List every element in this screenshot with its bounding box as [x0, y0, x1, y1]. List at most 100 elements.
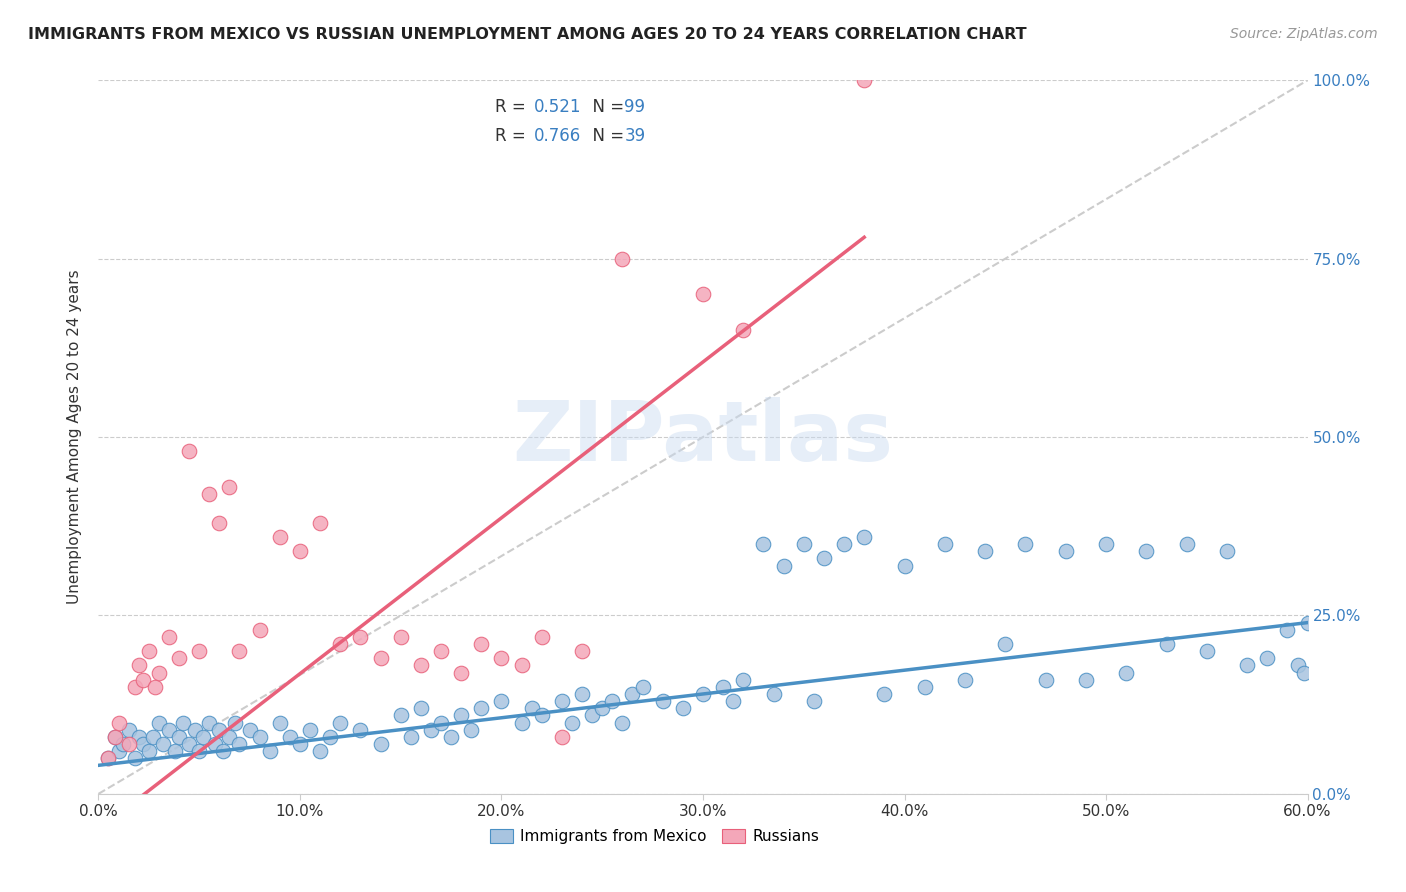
Point [409, 701, 432, 715]
Point [1014, 537, 1036, 551]
Point [1095, 537, 1118, 551]
Point [853, 530, 876, 544]
Point [188, 644, 211, 658]
Point [278, 730, 301, 744]
Point [349, 630, 371, 644]
Point [138, 644, 160, 658]
Point [530, 708, 553, 723]
Point [198, 715, 221, 730]
Point [873, 687, 896, 701]
Point [460, 723, 482, 737]
Point [1074, 673, 1097, 687]
Point [148, 715, 170, 730]
Point [510, 658, 533, 673]
Point [239, 723, 262, 737]
Point [893, 558, 915, 573]
Point [179, 737, 201, 751]
Text: 0.521: 0.521 [534, 98, 581, 116]
Point [299, 723, 322, 737]
Point [430, 644, 453, 658]
Point [409, 658, 432, 673]
Point [450, 708, 472, 723]
Point [329, 637, 352, 651]
Point [204, 737, 226, 751]
Point [1115, 665, 1137, 680]
Point [621, 687, 644, 701]
Point [733, 673, 755, 687]
Text: 99: 99 [624, 98, 645, 116]
Point [752, 537, 775, 551]
Point [172, 715, 194, 730]
Point [118, 737, 141, 751]
Point [1296, 615, 1319, 630]
Point [309, 744, 332, 758]
Point [157, 630, 180, 644]
Text: ZIPatlas: ZIPatlas [513, 397, 893, 477]
Point [167, 651, 190, 665]
Point [212, 744, 235, 758]
Point [124, 680, 146, 694]
Point [193, 730, 215, 744]
Point [934, 537, 956, 551]
Point [530, 630, 553, 644]
Point [111, 737, 134, 751]
Point [1256, 651, 1278, 665]
Point [329, 715, 352, 730]
Point [853, 73, 876, 87]
Point [218, 730, 240, 744]
Point [143, 680, 166, 694]
Text: R =: R = [495, 98, 531, 116]
Point [218, 480, 240, 494]
Point [631, 680, 654, 694]
Point [142, 730, 165, 744]
Point [551, 730, 574, 744]
Point [470, 701, 492, 715]
Point [138, 744, 160, 758]
Point [974, 544, 997, 558]
Y-axis label: Unemployment Among Ages 20 to 24 years: Unemployment Among Ages 20 to 24 years [67, 269, 83, 605]
Point [163, 744, 186, 758]
Point [651, 694, 673, 708]
Point [1292, 665, 1315, 680]
Point [813, 551, 835, 566]
Point [571, 687, 593, 701]
Point [692, 687, 714, 701]
Point [208, 516, 231, 530]
Point [97, 751, 120, 765]
Point [1216, 544, 1239, 558]
Point [148, 665, 170, 680]
Point [269, 715, 291, 730]
Point [733, 323, 755, 337]
Point [259, 744, 281, 758]
Point [1195, 644, 1218, 658]
Point [793, 537, 815, 551]
Point [551, 694, 574, 708]
Point [612, 252, 634, 266]
Text: 0.766: 0.766 [534, 127, 581, 145]
Text: R =: R = [495, 127, 531, 145]
Point [1236, 658, 1258, 673]
Point [107, 715, 129, 730]
Point [198, 487, 221, 501]
Text: IMMIGRANTS FROM MEXICO VS RUSSIAN UNEMPLOYMENT AMONG AGES 20 TO 24 YEARS CORRELA: IMMIGRANTS FROM MEXICO VS RUSSIAN UNEMPL… [28, 27, 1026, 42]
Point [208, 723, 231, 737]
Point [97, 751, 120, 765]
Point [118, 723, 141, 737]
Point [723, 694, 745, 708]
Point [132, 673, 155, 687]
Point [1286, 658, 1309, 673]
Point [994, 637, 1017, 651]
Point [249, 623, 271, 637]
Point [132, 737, 155, 751]
Point [914, 680, 936, 694]
Point [399, 730, 422, 744]
Point [510, 715, 533, 730]
Point [224, 715, 246, 730]
Point [692, 287, 714, 301]
Point [520, 701, 543, 715]
Point [602, 694, 624, 708]
Point [1135, 544, 1157, 558]
Point [491, 651, 513, 665]
Point [184, 723, 207, 737]
Point [167, 730, 190, 744]
